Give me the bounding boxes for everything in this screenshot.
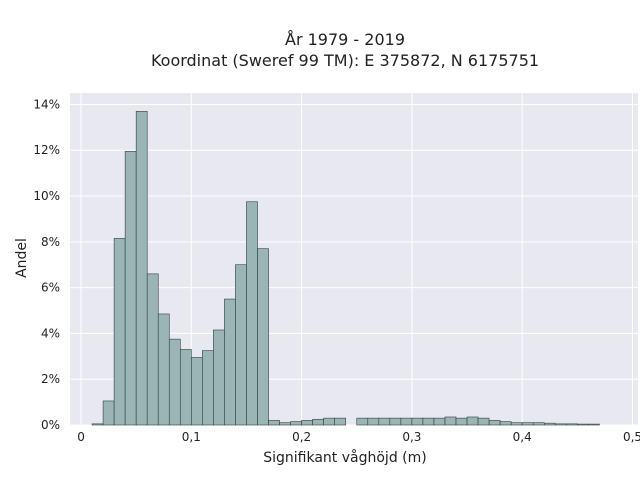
histogram-bar (102, 400, 115, 426)
y-tick-label: 12% (33, 143, 60, 157)
x-tick-label: 0,5 (623, 430, 640, 444)
y-tick-label: 2% (41, 372, 60, 386)
y-axis-label: Andel (14, 238, 30, 278)
histogram-bar (334, 417, 347, 426)
histogram-bar (257, 248, 269, 426)
y-tick-label: 6% (41, 281, 60, 295)
histogram-bar (510, 422, 523, 426)
chart-title-line1: År 1979 - 2019 (285, 30, 405, 49)
histogram-bar (179, 349, 192, 426)
y-tick-label: 14% (33, 97, 60, 111)
y-tick-label: 4% (41, 326, 60, 340)
histogram-bar (202, 350, 214, 426)
histogram-bar (588, 423, 600, 426)
histogram-bar (224, 298, 236, 426)
histogram-bar (566, 423, 578, 426)
y-axis-ticks: 0% 2% 4% 6% 8% 10% 12% 14% (33, 97, 60, 432)
histogram-bar (367, 417, 380, 426)
histogram-bar (279, 422, 291, 426)
histogram-bar (168, 338, 181, 426)
chart-title-line2: Koordinat (Sweref 99 TM): E 375872, N 61… (151, 51, 539, 70)
histogram-bar (135, 111, 148, 426)
histogram-bar (301, 420, 313, 426)
histogram-bar (499, 421, 512, 426)
y-tick-label: 10% (33, 189, 60, 203)
histogram-bar (157, 313, 170, 426)
histogram-bar (554, 423, 567, 426)
x-axis-ticks: 0 0,1 0,2 0,3 0,4 0,5 (77, 430, 640, 444)
histogram-bar (113, 238, 126, 426)
histogram-bar (532, 422, 545, 426)
histogram-bar (124, 151, 137, 426)
x-tick-label: 0,3 (402, 430, 421, 444)
histogram-bar (477, 417, 490, 426)
histogram-bar (422, 417, 435, 426)
x-axis-label: Signifikant våghöjd (m) (263, 449, 426, 466)
histogram-bar (235, 264, 247, 426)
histogram-bar (466, 416, 479, 426)
histogram-bar (488, 420, 501, 426)
histogram-bar (323, 417, 335, 426)
histogram-bar (444, 416, 457, 426)
histogram-bar (356, 417, 369, 426)
histogram-bar (455, 417, 468, 426)
histogram-bar (400, 417, 413, 426)
histogram-bar (191, 357, 203, 426)
x-tick-label: 0 (77, 430, 85, 444)
x-tick-label: 0,1 (182, 430, 201, 444)
x-tick-label: 0,4 (513, 430, 532, 444)
histogram-bar (543, 422, 556, 426)
x-tick-label: 0,2 (292, 430, 311, 444)
histogram-bar (268, 420, 280, 426)
histogram-bar (521, 422, 534, 426)
histogram-bar (389, 417, 402, 426)
histogram-bar (290, 421, 302, 426)
histogram-bar (312, 418, 324, 426)
histogram-bar (91, 423, 104, 426)
histogram-bar (378, 417, 391, 426)
y-tick-label: 8% (41, 235, 60, 249)
histogram-bar (246, 201, 258, 426)
histogram-bar (411, 417, 424, 426)
histogram-bar (146, 273, 159, 426)
y-tick-label: 0% (41, 418, 60, 432)
histogram-bar (213, 329, 225, 426)
histogram-bar (577, 423, 589, 426)
histogram-bar (433, 417, 446, 426)
histogram-bars (91, 111, 600, 426)
